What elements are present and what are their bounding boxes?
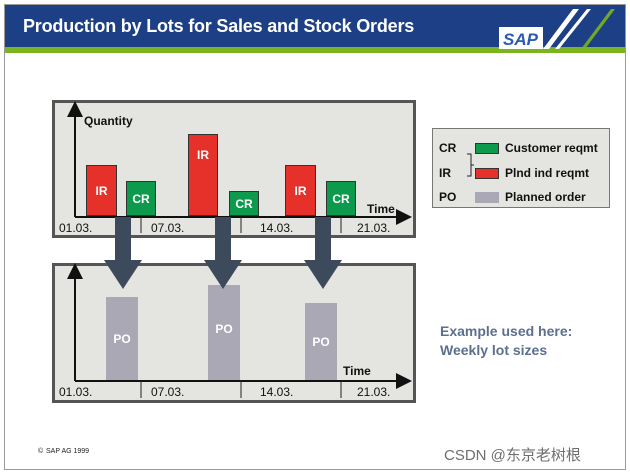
legend-text: Planned order — [505, 190, 586, 204]
down-arrow-icon — [204, 217, 242, 289]
down-arrow-icon — [304, 217, 342, 289]
legend-swatch-po — [475, 192, 499, 203]
bottom-bar-po-2: PO — [208, 285, 240, 381]
watermark: CSDN @东京老树根 — [444, 447, 581, 464]
top-y-axis-label: Quantity — [84, 114, 133, 128]
legend-swatch-ir — [475, 168, 499, 179]
svg-text:SAP: SAP — [503, 30, 539, 49]
top-x-axis-label: Time — [367, 202, 395, 216]
example-note: Example used here: Weekly lot sizes — [440, 322, 572, 360]
header-stripe — [5, 47, 625, 53]
bottom-bar-po-1: PO — [106, 297, 138, 381]
legend: CR Customer reqmt IR Plnd ind reqmt PO P… — [432, 128, 610, 208]
sap-logo-icon: SAP — [493, 9, 625, 53]
top-bar-ir-1: IR — [86, 165, 117, 216]
top-bar-ir-2: IR — [188, 134, 218, 216]
page-title: Production by Lots for Sales and Stock O… — [23, 16, 415, 36]
down-arrow-icon — [104, 217, 142, 289]
top-bar-ir-3: IR — [285, 165, 316, 216]
header-bar: Production by Lots for Sales and Stock O… — [5, 5, 625, 47]
top-bar-cr-2: CR — [229, 191, 259, 216]
legend-code: IR — [439, 166, 451, 180]
top-bar-cr-3: CR — [326, 181, 356, 216]
legend-code: CR — [439, 141, 457, 155]
top-tick-label: 01.03. — [59, 221, 93, 235]
bottom-tick-label: 01.03. — [59, 385, 93, 399]
legend-swatch-cr — [475, 143, 499, 154]
legend-bracket-icon — [467, 153, 474, 177]
top-tick-label: 07.03. — [151, 221, 185, 235]
bottom-tick-label: 21.03. — [357, 385, 391, 399]
top-tick-label: 21.03. — [357, 221, 391, 235]
bottom-x-axis-label: Time — [343, 364, 371, 378]
legend-code: PO — [439, 190, 457, 204]
bottom-bar-po-3: PO — [305, 303, 337, 381]
copyright-icon: © — [38, 448, 44, 455]
bottom-tick-label: 07.03. — [151, 385, 185, 399]
example-note-line1: Example used here: — [440, 323, 573, 339]
legend-text: Customer reqmt — [505, 141, 598, 155]
top-tick-label: 14.03. — [260, 221, 294, 235]
example-note-line2: Weekly lot sizes — [440, 342, 548, 358]
bottom-tick-label: 14.03. — [260, 385, 294, 399]
legend-text: Plnd ind reqmt — [505, 166, 589, 180]
footer-copyright: SAP AG 1999 — [46, 448, 90, 455]
top-bar-cr-1: CR — [126, 181, 156, 216]
